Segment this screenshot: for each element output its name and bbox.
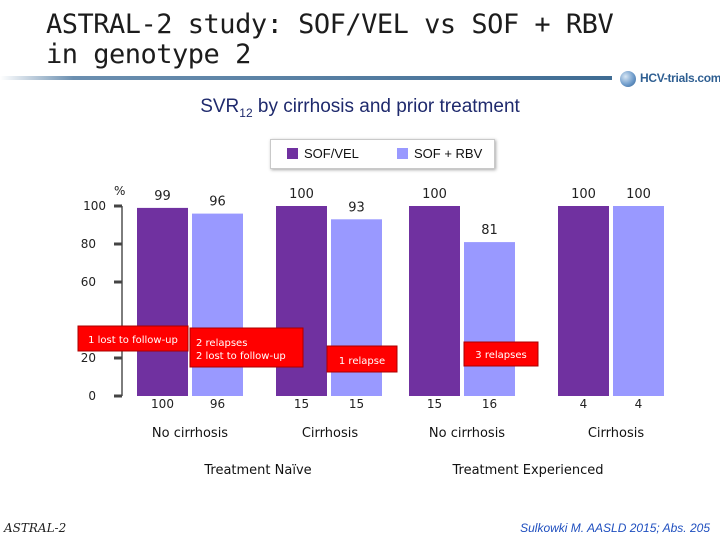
value-label-5: 81: [481, 223, 498, 238]
chart-title-sub: 12: [239, 105, 253, 120]
bar-exp-nocirr-sofvel: [409, 206, 460, 396]
y-tick-label-80: 80: [81, 237, 96, 251]
y-tick-label-0: 0: [88, 389, 96, 403]
callout-box-3-relapses: [463, 341, 539, 367]
callout-text-lost-followup: 1 lost to follow-up: [88, 335, 178, 346]
y-tick-label-100: 100: [83, 199, 106, 213]
value-label-1: 96: [209, 195, 226, 210]
chart-legend: SOF/VEL SOF + RBV: [270, 139, 495, 169]
logo-text: HCV-trials.com: [640, 71, 720, 85]
n-label-2: 15: [294, 397, 309, 411]
title-underline: [0, 76, 612, 80]
callout-box-lost-followup: [77, 325, 189, 352]
callout-text-relapses: 2 relapses: [196, 338, 247, 349]
value-label-4: 100: [422, 187, 447, 202]
legend-label-sof-rbv: SOF + RBV: [414, 146, 483, 161]
value-labels: 99 96 100 93 100 81 100 100: [154, 187, 651, 238]
annotation-callouts: 1 lost to follow-up 2 relapses 2 lost to…: [77, 325, 539, 373]
n-label-6: 4: [580, 397, 588, 411]
value-label-2: 100: [289, 187, 314, 202]
n-labels: 100 96 15 15 15 16 4 4: [151, 397, 642, 411]
bar-naive-nocirr-sofrbv: [192, 213, 243, 396]
slide-title: ASTRAL-2 study: SOF/VEL vs SOF + RBV in …: [46, 9, 614, 70]
value-label-0: 99: [154, 189, 171, 204]
legend-item-sof-rbv: SOF + RBV: [397, 146, 482, 161]
citation: Sulkowki M. AASLD 2015; Abs. 205: [520, 521, 710, 535]
callout-box-relapses-lost: [189, 327, 304, 368]
study-tag: ASTRAL-2: [4, 521, 67, 535]
chart-title: SVR12 by cirrhosis and prior treatment: [0, 96, 720, 120]
n-label-1: 96: [210, 397, 225, 411]
legend-label-sof-vel: SOF/VEL: [304, 146, 359, 161]
legend-item-sof-vel: SOF/VEL: [287, 146, 359, 161]
bar-exp-nocirr-sofrbv: [464, 242, 515, 396]
bar-exp-cirr-sofvel: [558, 206, 609, 396]
legend-swatch-sof-rbv: [397, 148, 408, 159]
subgroup-label-3: Cirrhosis: [588, 426, 644, 441]
callout-text-lost-followup-2: 2 lost to follow-up: [196, 351, 286, 362]
group-labels: Treatment Naïve Treatment Experienced: [203, 463, 603, 478]
y-tick-label-60: 60: [81, 275, 96, 289]
subgroup-label-1: Cirrhosis: [302, 426, 358, 441]
legend-swatch-sof-vel: [287, 148, 298, 159]
value-label-3: 93: [348, 200, 365, 215]
group-label-naive: Treatment Naïve: [203, 463, 311, 478]
n-label-0: 100: [151, 397, 174, 411]
n-label-7: 4: [635, 397, 643, 411]
globe-icon: [620, 71, 636, 87]
group-label-experienced: Treatment Experienced: [451, 463, 603, 478]
bar-naive-nocirr-sofvel: [137, 207, 188, 396]
subgroup-label-0: No cirrhosis: [152, 426, 228, 441]
title-line-1: ASTRAL-2 study: SOF/VEL vs SOF + RBV: [46, 9, 614, 40]
callout-text-3-relapses: 3 relapses: [475, 350, 526, 361]
n-label-3: 15: [349, 397, 364, 411]
chart-title-rest: by cirrhosis and prior treatment: [252, 96, 520, 117]
callout-text-1-relapse: 1 relapse: [339, 356, 385, 367]
chart-title-main: SVR: [200, 96, 240, 117]
hcv-trials-logo: HCV-trials.com: [618, 68, 720, 90]
subgroup-labels: No cirrhosis Cirrhosis No cirrhosis Cirr…: [152, 426, 644, 441]
value-label-6: 100: [571, 187, 596, 202]
y-axis-unit: %: [114, 184, 125, 198]
bar-exp-cirr-sofrbv: [613, 206, 664, 396]
y-axis: 0 20 60 80 100 %: [81, 184, 126, 403]
callout-box-1-relapse: [326, 345, 398, 373]
subgroup-label-2: No cirrhosis: [429, 426, 505, 441]
value-label-7: 100: [626, 187, 651, 202]
n-label-4: 15: [427, 397, 442, 411]
n-label-5: 16: [482, 397, 497, 411]
title-line-2: in genotype 2: [46, 39, 251, 70]
y-tick-label-20: 20: [81, 351, 96, 365]
